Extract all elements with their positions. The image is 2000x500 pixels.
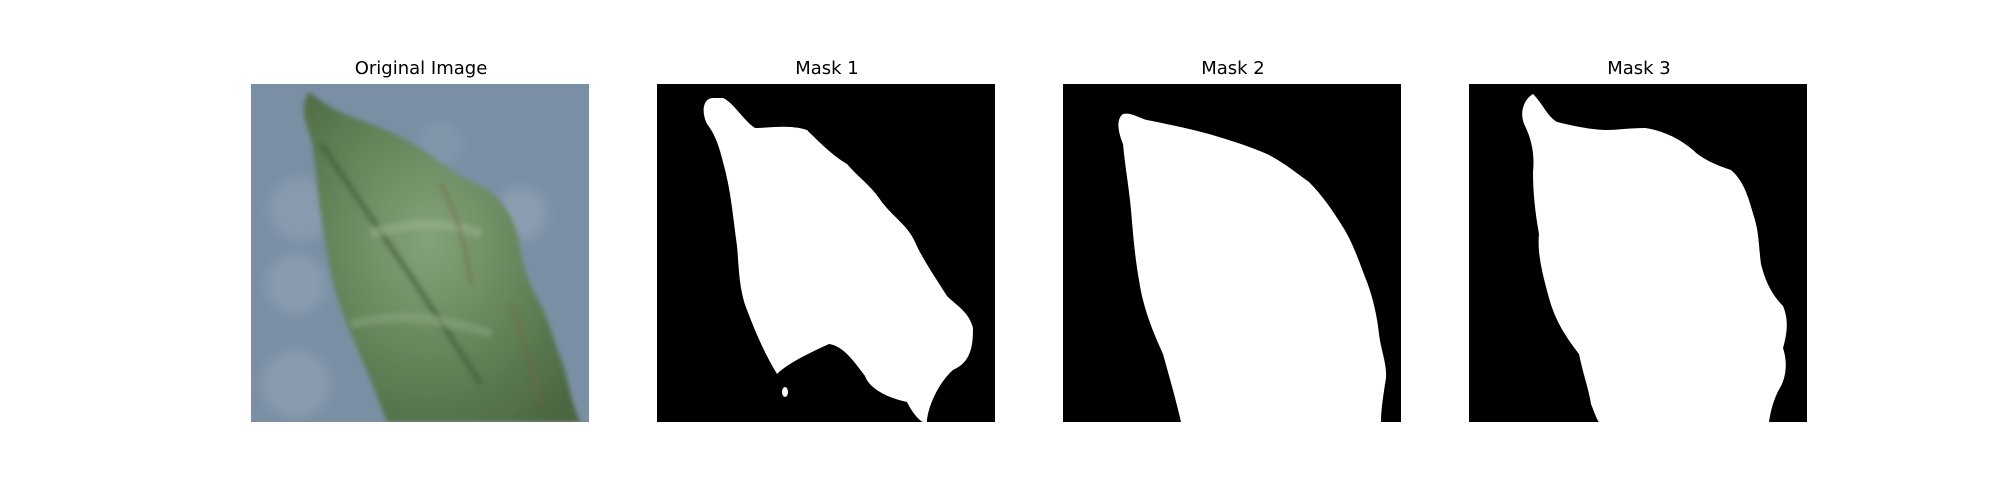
mask-2-image: [1063, 84, 1401, 422]
mask-speck: [782, 387, 788, 397]
mask-1-image: [657, 84, 995, 422]
original-image: [251, 84, 589, 422]
mask-3-image: [1469, 84, 1807, 422]
panel-title: Mask 1: [795, 58, 859, 79]
mask-region: [1118, 113, 1387, 422]
panel-mask-1: Mask 1: [657, 0, 997, 500]
mask-region: [703, 98, 973, 422]
leaf-veins: [318, 142, 545, 405]
mask-region: [1522, 94, 1787, 422]
panel-title: Mask 2: [1201, 58, 1265, 79]
panel-title: Mask 3: [1607, 58, 1671, 79]
panel-title: Original Image: [354, 58, 488, 79]
panel-mask-2: Mask 2: [1063, 0, 1403, 500]
leaf: [303, 92, 581, 422]
panel-original-image: Original Image: [251, 0, 591, 500]
panel-mask-3: Mask 3: [1469, 0, 1809, 500]
